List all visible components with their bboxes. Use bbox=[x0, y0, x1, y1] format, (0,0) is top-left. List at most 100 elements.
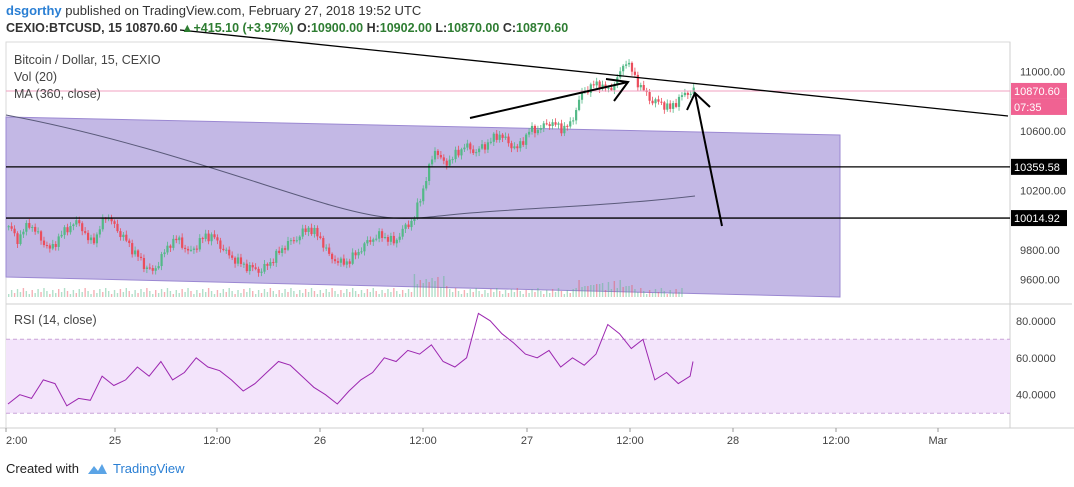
candle-body bbox=[669, 103, 672, 109]
volume-bar bbox=[299, 290, 301, 297]
author-name[interactable]: dsgorthy bbox=[6, 3, 62, 18]
volume-bar bbox=[334, 291, 336, 297]
candle-body bbox=[369, 240, 372, 242]
footer: Created with TradingView bbox=[6, 461, 185, 476]
volume-bar bbox=[328, 292, 330, 297]
volume-bar bbox=[404, 293, 407, 297]
volume-bar bbox=[575, 288, 577, 297]
volume-bar bbox=[413, 274, 416, 297]
volume-bar bbox=[554, 292, 557, 297]
candle-body bbox=[286, 241, 290, 250]
volume-bar bbox=[116, 293, 119, 297]
volume-bar bbox=[216, 290, 219, 297]
candle-body bbox=[480, 144, 484, 149]
volume-bar bbox=[322, 293, 324, 297]
candle-body bbox=[201, 238, 204, 240]
candle-body bbox=[610, 87, 613, 91]
candle-body bbox=[569, 121, 572, 127]
rsi-indicator-label[interactable]: RSI (14, close) bbox=[14, 313, 97, 327]
volume-bar bbox=[504, 290, 507, 297]
volume-bar bbox=[152, 294, 154, 297]
volume-bar bbox=[81, 292, 83, 297]
candle-body bbox=[545, 123, 548, 125]
candle-body bbox=[172, 238, 175, 248]
volume-bar bbox=[422, 283, 424, 297]
volume-bar bbox=[360, 290, 363, 297]
volume-bar bbox=[78, 289, 80, 297]
candle-body bbox=[422, 188, 425, 202]
candle-body bbox=[75, 220, 78, 225]
volume-bar bbox=[149, 291, 151, 297]
candle-body bbox=[398, 236, 401, 240]
candle-body bbox=[448, 159, 451, 166]
volume-bar bbox=[569, 293, 571, 297]
candle-body bbox=[175, 238, 178, 241]
candle-body bbox=[636, 74, 639, 88]
volume-bar bbox=[140, 289, 142, 297]
volume-bar bbox=[463, 290, 466, 297]
volume-bar bbox=[102, 292, 104, 297]
volume-bar bbox=[178, 293, 180, 297]
volume-bar bbox=[560, 291, 563, 297]
volume-bar bbox=[628, 286, 630, 297]
candle-body bbox=[457, 149, 460, 156]
candle-body bbox=[69, 226, 72, 233]
level-tag-bg bbox=[1011, 158, 1067, 175]
volume-bar bbox=[204, 292, 207, 297]
volume-bar bbox=[669, 290, 671, 297]
rsi-tick-label: 80.0000 bbox=[1016, 316, 1056, 328]
candle-body bbox=[686, 92, 689, 95]
volume-bar bbox=[340, 290, 342, 297]
close-label: C: bbox=[502, 21, 517, 35]
volume-bar bbox=[590, 285, 592, 297]
candle-body bbox=[331, 253, 334, 260]
volume-bar bbox=[8, 294, 10, 297]
candle-body bbox=[19, 234, 22, 244]
volume-bar bbox=[375, 291, 377, 297]
current-price-tag: 10870.60 bbox=[1014, 86, 1060, 98]
volume-bar bbox=[237, 290, 239, 297]
volume-bar bbox=[672, 293, 674, 297]
candle-body bbox=[134, 250, 137, 255]
ma-indicator-label[interactable]: MA (360, close) bbox=[14, 87, 101, 101]
time-tick-label: 12:00 bbox=[203, 435, 231, 447]
series-title[interactable]: Bitcoin / Dollar, 15, CEXIO bbox=[14, 53, 161, 67]
candle-body bbox=[160, 254, 163, 267]
candle-body bbox=[595, 81, 598, 86]
candle-body bbox=[619, 71, 622, 78]
tradingview-brand[interactable]: TradingView bbox=[85, 461, 185, 476]
volume-bar bbox=[637, 292, 639, 297]
candle-body bbox=[663, 102, 666, 110]
volume-indicator-label[interactable]: Vol (20) bbox=[14, 70, 58, 84]
volume-bar bbox=[390, 292, 392, 297]
volume-bar bbox=[431, 278, 433, 297]
candle-body bbox=[560, 123, 563, 134]
low-value: 10870.00 bbox=[447, 21, 500, 35]
volume-bar bbox=[634, 289, 636, 297]
volume-bar bbox=[160, 289, 163, 297]
level-tag-bg bbox=[1011, 210, 1067, 227]
candle-body bbox=[413, 218, 416, 221]
candle-body bbox=[383, 237, 387, 239]
volume-bar bbox=[325, 289, 327, 297]
volume-bar bbox=[284, 289, 286, 297]
candle-body bbox=[401, 228, 404, 237]
volume-bar bbox=[666, 294, 668, 297]
volume-bar bbox=[378, 294, 380, 297]
candle-body bbox=[504, 136, 507, 138]
candle-body bbox=[633, 71, 637, 75]
volume-bar bbox=[166, 288, 169, 297]
candle-body bbox=[63, 227, 66, 235]
volume-bar bbox=[678, 292, 680, 297]
volume-bar bbox=[446, 286, 448, 297]
candle-body bbox=[257, 268, 260, 273]
rsi-line bbox=[7, 312, 694, 407]
volume-bar bbox=[272, 291, 274, 297]
candle-body bbox=[307, 227, 310, 232]
volume-bar bbox=[496, 288, 498, 297]
candle-body bbox=[439, 155, 442, 158]
candle-body bbox=[542, 123, 545, 129]
volume-bar bbox=[240, 293, 242, 297]
volume-bar bbox=[69, 294, 72, 297]
